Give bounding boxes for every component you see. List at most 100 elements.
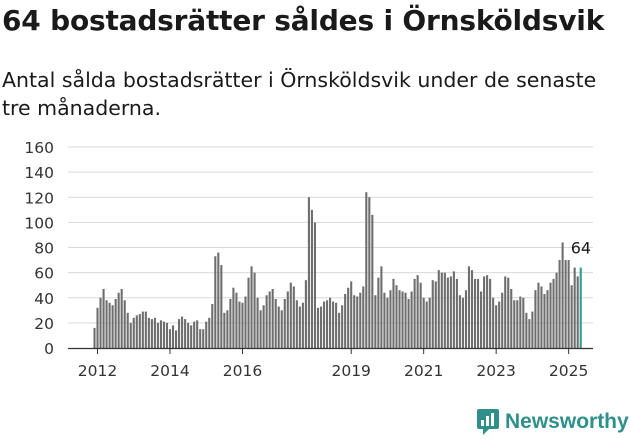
bar xyxy=(347,287,350,348)
bar xyxy=(374,295,377,348)
bars xyxy=(93,192,582,349)
bar xyxy=(341,305,344,348)
bar xyxy=(196,320,199,348)
bar xyxy=(301,302,304,348)
bar xyxy=(111,305,114,348)
bar xyxy=(162,321,166,348)
bar xyxy=(280,310,283,348)
bar xyxy=(322,301,326,348)
bar xyxy=(325,300,329,348)
bar xyxy=(193,321,196,348)
bar xyxy=(570,285,573,348)
bar xyxy=(217,252,220,348)
bar xyxy=(513,300,516,348)
bar xyxy=(271,288,274,348)
bar xyxy=(362,286,365,348)
bar xyxy=(238,301,241,348)
bar xyxy=(440,272,443,349)
bar xyxy=(99,297,102,348)
bar xyxy=(389,290,392,348)
bar xyxy=(383,292,386,348)
bar xyxy=(138,314,141,348)
bar xyxy=(464,290,468,348)
bar xyxy=(486,275,489,348)
bar xyxy=(395,285,398,348)
bar xyxy=(168,329,172,348)
bar xyxy=(159,320,162,348)
bar xyxy=(561,242,564,348)
bar xyxy=(211,304,214,348)
bar xyxy=(259,310,262,348)
y-tick-label: 100 xyxy=(24,214,54,232)
bar xyxy=(265,295,268,348)
bar xyxy=(190,325,193,348)
bar xyxy=(413,278,416,348)
bar xyxy=(476,278,480,348)
bar xyxy=(522,297,525,348)
bar xyxy=(250,266,253,348)
x-tick-label: 2012 xyxy=(78,362,117,380)
bar xyxy=(102,288,105,348)
newsworthy-logo-icon xyxy=(477,409,499,435)
bar xyxy=(473,278,477,348)
bar xyxy=(546,290,549,348)
y-tick-label: 40 xyxy=(34,290,54,308)
bar xyxy=(470,270,474,348)
bar xyxy=(368,197,371,348)
x-tick-label: 2021 xyxy=(404,362,443,380)
bar xyxy=(428,297,431,348)
bar xyxy=(256,297,259,348)
highlight-value-label: 64 xyxy=(571,239,591,258)
bar xyxy=(135,315,138,348)
bar xyxy=(126,312,129,348)
bar xyxy=(286,291,289,348)
bar xyxy=(174,330,178,348)
bar xyxy=(371,214,374,348)
bar xyxy=(313,222,317,349)
x-tick-label: 2014 xyxy=(150,362,189,380)
bar xyxy=(153,317,156,348)
x-axis: 2012 2014 2016 2019 2021 2023 2025 xyxy=(68,347,593,380)
brand-name: Newsworthy xyxy=(505,410,629,433)
bar xyxy=(489,278,492,348)
y-tick-label: 140 xyxy=(24,164,54,182)
bar xyxy=(437,270,440,348)
bar xyxy=(365,192,368,348)
bar xyxy=(310,209,313,348)
bar xyxy=(129,322,132,349)
gridlines xyxy=(68,146,593,324)
bar xyxy=(543,293,546,348)
bar xyxy=(495,305,498,348)
bar xyxy=(359,292,362,348)
bar xyxy=(141,311,144,348)
bar xyxy=(307,197,310,348)
bar xyxy=(573,267,576,348)
bar xyxy=(235,292,238,348)
bar xyxy=(223,312,226,348)
bar xyxy=(165,322,169,349)
y-tick-label: 120 xyxy=(24,189,54,207)
bar xyxy=(226,310,229,348)
y-tick-label: 80 xyxy=(34,240,54,258)
bar xyxy=(531,311,534,348)
bar xyxy=(277,306,280,348)
bar xyxy=(178,319,181,348)
bar xyxy=(147,317,150,348)
bar xyxy=(398,290,401,348)
bar xyxy=(501,292,504,348)
bar xyxy=(120,288,123,348)
bar xyxy=(295,300,298,348)
bar xyxy=(458,295,461,348)
bar xyxy=(117,292,120,348)
bar xyxy=(132,317,135,348)
bar xyxy=(304,280,307,348)
bar xyxy=(205,321,208,348)
y-axis-tick-labels: 0 20 40 60 80 100 120 140 160 xyxy=(24,139,54,358)
bar xyxy=(229,299,232,348)
bar xyxy=(329,297,332,348)
bar xyxy=(467,266,471,348)
y-tick-label: 20 xyxy=(34,315,54,333)
bar xyxy=(552,278,555,348)
bar xyxy=(335,302,338,348)
x-tick-label: 2025 xyxy=(549,362,588,380)
